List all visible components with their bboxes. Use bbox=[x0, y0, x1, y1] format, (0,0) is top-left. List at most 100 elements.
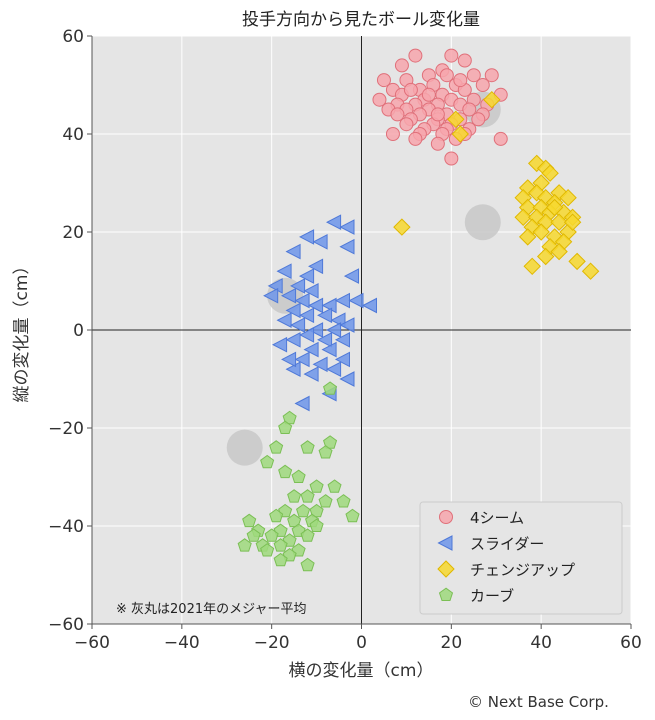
x-tick-label: 20 bbox=[441, 633, 463, 653]
y-tick-label: 60 bbox=[62, 27, 84, 47]
legend-marker bbox=[437, 535, 453, 551]
legend-label: スライダー bbox=[470, 535, 544, 553]
x-tick-label: −20 bbox=[254, 633, 290, 653]
data-point bbox=[246, 528, 261, 542]
data-point bbox=[532, 223, 550, 241]
y-tick-label: −40 bbox=[48, 517, 84, 537]
y-tick-label: 40 bbox=[62, 125, 84, 145]
data-point bbox=[300, 528, 315, 542]
data-point bbox=[336, 494, 351, 508]
data-point bbox=[559, 188, 577, 207]
data-point bbox=[545, 198, 564, 217]
chart-title: 投手方向から見たボール変化量 bbox=[242, 10, 480, 30]
data-point bbox=[299, 268, 315, 284]
data-point bbox=[309, 503, 324, 518]
data-point bbox=[475, 78, 490, 92]
data-point bbox=[334, 351, 350, 368]
data-point bbox=[291, 469, 306, 483]
series-1 bbox=[372, 48, 508, 166]
data-point bbox=[269, 508, 284, 523]
data-point bbox=[541, 164, 559, 182]
data-point bbox=[484, 68, 499, 83]
data-point bbox=[276, 263, 292, 280]
data-point bbox=[339, 317, 355, 333]
data-point bbox=[518, 228, 537, 246]
data-point bbox=[300, 557, 315, 572]
data-point bbox=[273, 552, 288, 567]
data-point bbox=[408, 131, 423, 146]
data-point bbox=[430, 107, 445, 122]
legend-marker bbox=[437, 560, 455, 578]
data-point bbox=[308, 258, 324, 275]
data-point bbox=[260, 543, 275, 557]
data-point bbox=[287, 489, 302, 503]
data-point bbox=[294, 292, 310, 309]
data-point bbox=[568, 252, 586, 271]
data-point bbox=[303, 341, 319, 358]
data-point bbox=[327, 479, 342, 493]
data-point bbox=[273, 538, 288, 552]
data-point bbox=[394, 58, 409, 73]
data-point bbox=[453, 73, 468, 88]
data-point bbox=[399, 117, 414, 132]
data-point bbox=[430, 136, 445, 151]
data-point bbox=[290, 317, 306, 333]
y-tick-label: −20 bbox=[48, 419, 84, 439]
league-average-marker bbox=[464, 204, 501, 241]
data-point bbox=[237, 538, 252, 552]
data-point bbox=[294, 351, 310, 368]
data-point bbox=[309, 518, 324, 532]
legend-box bbox=[419, 501, 623, 615]
data-point bbox=[300, 489, 315, 503]
data-point bbox=[326, 322, 342, 338]
data-point bbox=[408, 48, 423, 63]
data-point bbox=[317, 307, 333, 324]
data-point bbox=[326, 361, 342, 378]
data-point bbox=[300, 440, 315, 454]
data-point bbox=[294, 395, 310, 412]
data-point bbox=[299, 229, 315, 245]
data-point bbox=[242, 513, 257, 528]
data-point bbox=[323, 381, 338, 395]
data-point bbox=[444, 151, 459, 166]
data-point bbox=[318, 494, 333, 508]
data-point bbox=[343, 268, 359, 284]
data-point bbox=[581, 262, 600, 280]
data-point bbox=[281, 287, 297, 304]
league-average-note: ※ 灰丸は2021年のメジャー平均 bbox=[116, 602, 306, 617]
data-point bbox=[339, 219, 355, 235]
data-point bbox=[276, 312, 292, 329]
data-point bbox=[339, 371, 355, 387]
data-point bbox=[493, 131, 508, 146]
data-point bbox=[285, 302, 301, 319]
data-point bbox=[296, 503, 311, 518]
data-point bbox=[260, 454, 275, 469]
y-axis-title: 縦の変化量（cm） bbox=[12, 258, 32, 403]
y-tick-label: 20 bbox=[62, 223, 84, 243]
x-tick-label: 60 bbox=[620, 633, 642, 653]
data-point bbox=[457, 53, 472, 68]
league-average-marker bbox=[226, 429, 263, 466]
data-point bbox=[345, 508, 360, 523]
data-point bbox=[299, 307, 315, 324]
data-point bbox=[285, 331, 301, 348]
data-point bbox=[451, 125, 470, 143]
data-point bbox=[299, 327, 315, 343]
data-point bbox=[308, 322, 324, 338]
data-point bbox=[281, 351, 297, 368]
data-point bbox=[361, 297, 377, 314]
data-point bbox=[263, 287, 279, 304]
data-point bbox=[287, 513, 302, 528]
data-point bbox=[471, 112, 486, 127]
data-point bbox=[303, 282, 319, 299]
data-point bbox=[312, 356, 328, 373]
data-point bbox=[285, 243, 301, 260]
data-point bbox=[317, 331, 333, 348]
data-point bbox=[312, 233, 328, 250]
data-point bbox=[514, 208, 532, 227]
data-point bbox=[326, 214, 342, 231]
data-point bbox=[269, 440, 284, 454]
legend-label: カーブ bbox=[470, 587, 514, 605]
